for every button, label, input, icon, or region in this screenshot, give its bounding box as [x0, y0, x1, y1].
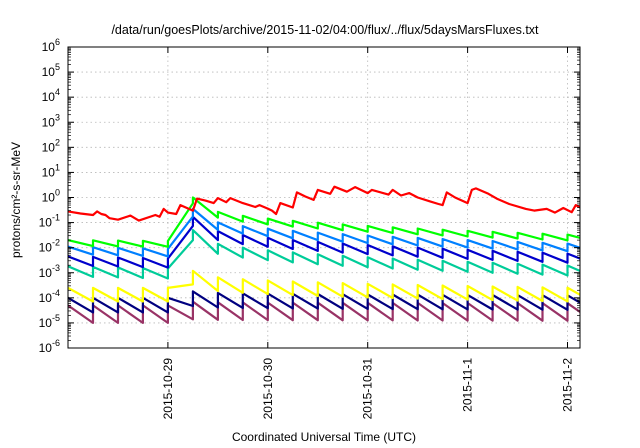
y-tick-label: 102: [42, 137, 60, 154]
y-axis: 10-6 10-5 10-4 10-3 10-2 10-1 100 101 102 103 104 1…: [39, 37, 580, 355]
y-tick-label: 10-3: [39, 263, 60, 280]
x-tick-label: 2015-11-2: [561, 358, 575, 412]
x-axis-label: Coordinated Universal Time (UTC): [232, 430, 416, 444]
series-line: [68, 215, 580, 269]
x-tick-label: 2015-10-29: [161, 358, 175, 420]
series-line: [68, 196, 580, 248]
y-tick-label: 103: [42, 112, 60, 129]
series-line: [68, 229, 580, 280]
series-line: [68, 290, 580, 314]
x-tick-label: 2015-10-31: [361, 358, 375, 420]
x-tick-label: 2015-10-30: [261, 358, 275, 420]
y-tick-label: 10-2: [39, 238, 60, 255]
x-tick-label: 2015-11-1: [461, 358, 475, 412]
grid: [68, 47, 580, 348]
chart-title: /data/run/goesPlots/archive/2015-11-02/0…: [111, 23, 539, 37]
series-line: [68, 269, 580, 303]
y-tick-label: 105: [42, 62, 60, 79]
y-tick-label: 10-5: [39, 313, 60, 330]
x-axis: 2015-10-29 2015-10-30 2015-10-31 2015-11-1 2…: [161, 47, 575, 419]
y-tick-label: 100: [42, 188, 60, 205]
y-tick-label: 104: [42, 87, 60, 104]
y-tick-label: 101: [42, 162, 60, 179]
y-tick-label: 10-1: [39, 213, 60, 230]
series-line: [68, 207, 580, 258]
data-series: [68, 185, 580, 324]
y-tick-label: 10-4: [39, 288, 60, 305]
series-line: [68, 185, 580, 222]
series-line: [68, 300, 580, 324]
y-tick-label: 106: [42, 37, 60, 54]
y-tick-label: 10-6: [39, 338, 60, 355]
y-axis-label: protons/cm²-s-sr-MeV: [9, 142, 23, 258]
